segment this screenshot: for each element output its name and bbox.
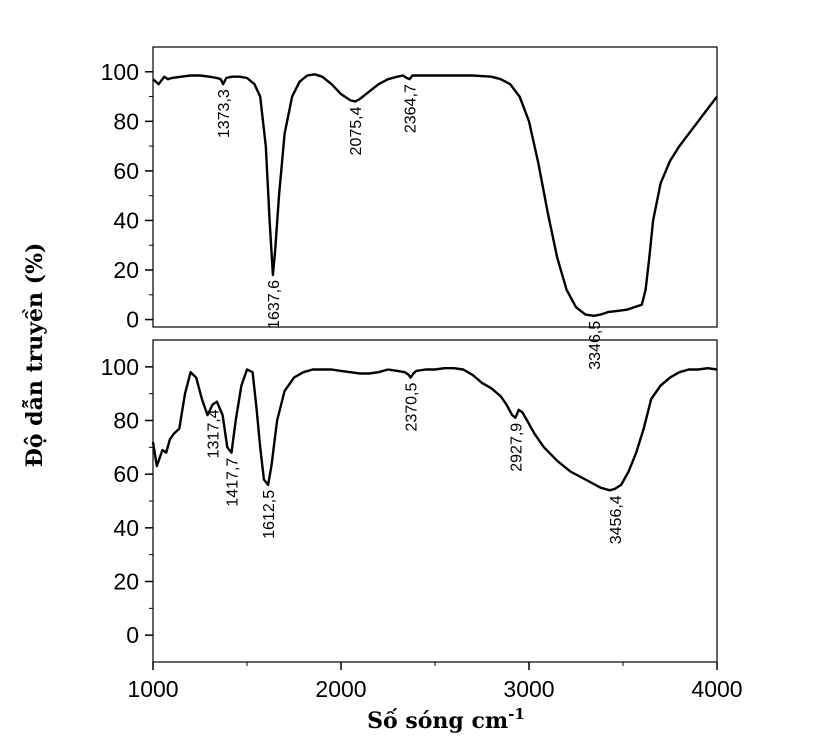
peak-label: 1373,3 [216,89,233,138]
bottom-y-tick-label: 20 [113,569,139,595]
top-y-tick-label: 40 [113,207,139,233]
peak-label: 3346,5 [587,321,604,370]
x-tick-label: 4000 [691,676,742,702]
y-axis-title: Độ dẫn truyền (%) [21,243,48,468]
x-axis-tick-labels: 1000 2000 3000 4000 [127,662,743,702]
peak-label: 2927,9 [508,423,525,472]
peak-label: 2370,5 [404,382,421,431]
top-panel: 0 20 40 60 80 100 1373,3 1637,6 2075,4 2364,7 3346… [101,46,718,370]
x-axis-title: Số sóng cm-1 [367,705,525,734]
x-tick-label: 3000 [503,676,554,702]
x-tick-label: 2000 [315,676,366,702]
top-y-tick-label: 80 [113,108,139,134]
top-y-tick-label: 60 [113,158,139,184]
top-y-tick-label: 100 [101,59,139,85]
peak-label: 2075,4 [348,106,365,155]
top-y-tick-label: 0 [126,307,139,333]
peak-label: 1637,6 [266,280,283,329]
peak-label: 2364,7 [403,84,420,133]
bottom-y-tick-label: 40 [113,515,139,541]
top-y-tick-label: 20 [113,257,139,283]
x-axis-title-superscript: -1 [508,705,525,723]
bottom-spectrum-line [151,367,718,492]
x-axis-title-text: Số sóng cm [367,708,508,734]
peak-label: 1317,4 [206,409,223,458]
bottom-y-tick-label: 60 [113,461,139,487]
peak-label: 1612,5 [261,490,278,539]
x-tick-label: 1000 [127,676,178,702]
peak-label: 1417,7 [225,458,242,507]
top-plot-frame [152,46,718,328]
bottom-y-tick-label: 100 [101,354,139,380]
bottom-y-tick-label: 0 [126,622,139,648]
top-spectrum-line [152,73,718,317]
bottom-y-tick-label: 80 [113,408,139,434]
peak-label: 3456,4 [608,495,625,544]
